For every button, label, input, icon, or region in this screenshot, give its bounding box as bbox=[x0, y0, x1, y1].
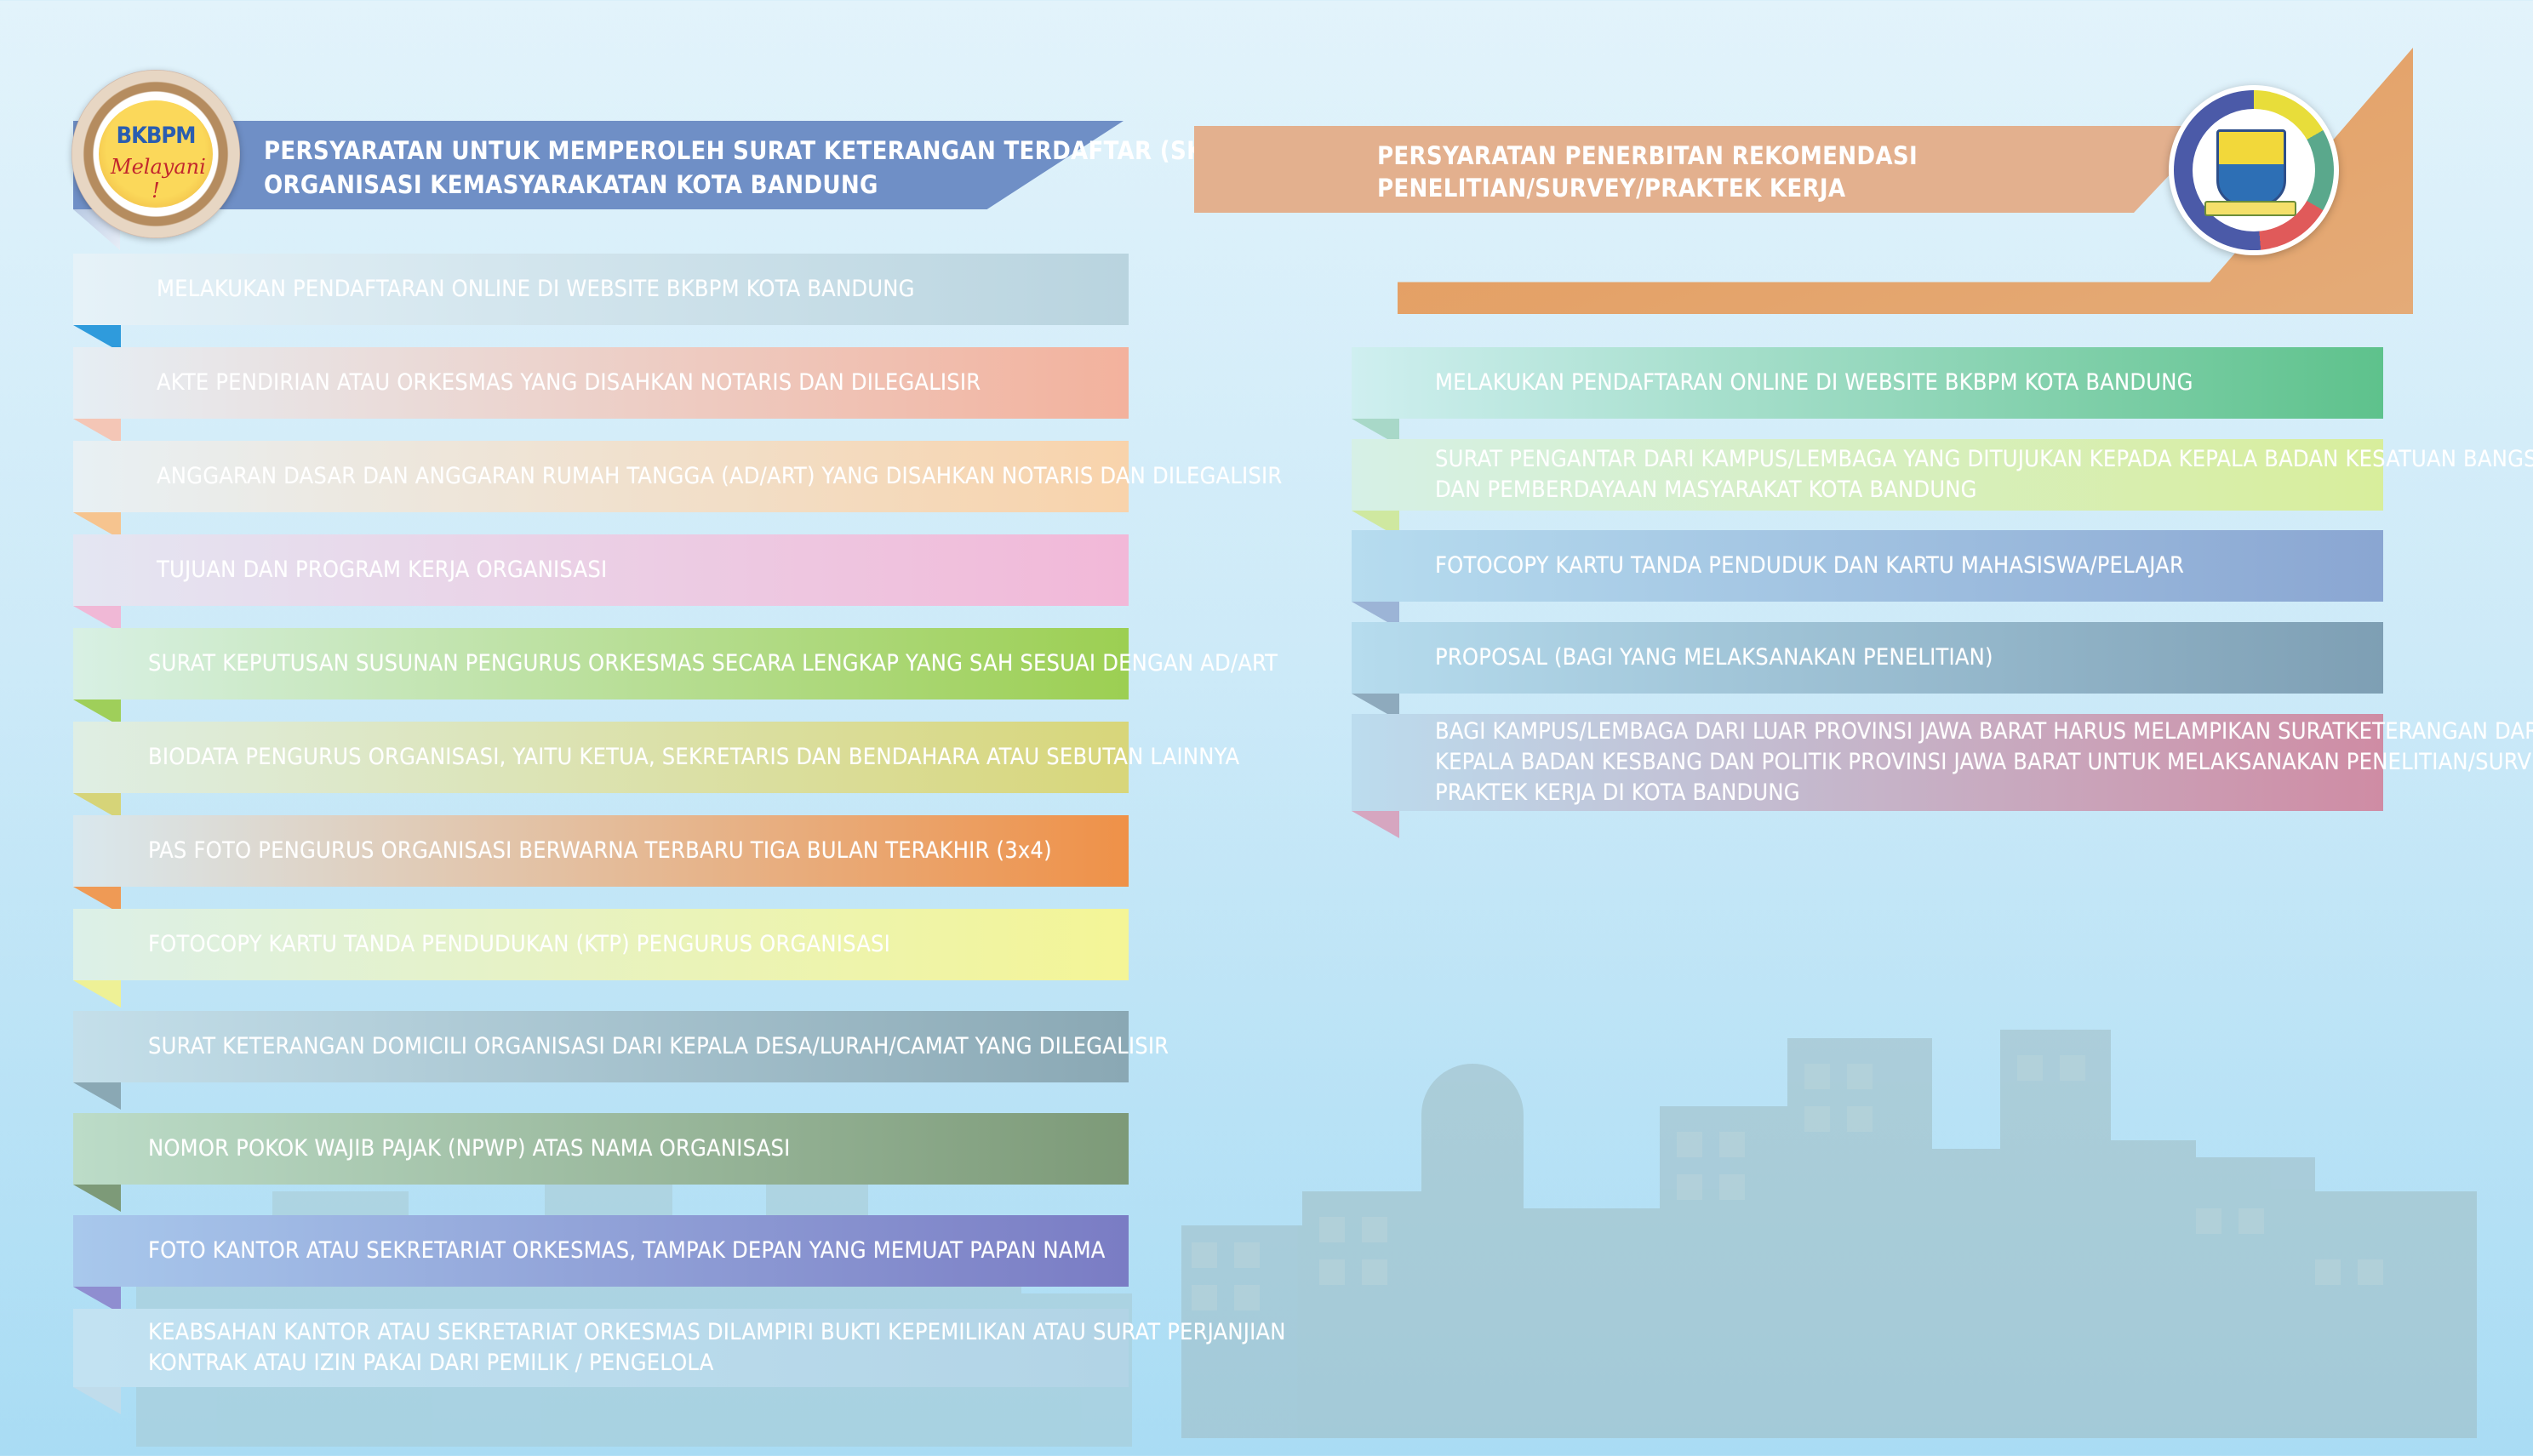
left-requirement-item-text-line: KONTRAK ATAU IZIN PAKAI DARI PEMILIK / P… bbox=[148, 1350, 714, 1376]
left-requirement-item-text: SURAT KEPUTUSAN SUSUNAN PENGURUS ORKESMA… bbox=[148, 628, 1278, 699]
left-requirement-item-text: KEABSAHAN KANTOR ATAU SEKRETARIAT ORKESM… bbox=[148, 1309, 1285, 1387]
left-requirement-item-bar bbox=[73, 1113, 1129, 1185]
left-requirement-item-text-line: TUJUAN DAN PROGRAM KERJA ORGANISASI bbox=[157, 557, 608, 583]
left-requirement-item-bar bbox=[73, 815, 1129, 887]
left-requirement-item-text-line: KEABSAHAN KANTOR ATAU SEKRETARIAT ORKESM… bbox=[148, 1319, 1286, 1345]
left-requirement-item-text: PAS FOTO PENGURUS ORGANISASI BERWARNA TE… bbox=[148, 815, 1112, 887]
left-requirement-item-text: TUJUAN DAN PROGRAM KERJA ORGANISASI bbox=[157, 534, 1112, 606]
left-requirement-item-text-line: MELAKUKAN PENDAFTARAN ONLINE DI WEBSITE … bbox=[157, 276, 915, 302]
right-requirement-item-bar bbox=[1352, 622, 2383, 694]
right-header-line-2: PENELITIAN/SURVEY/PRAKTEK KERJA bbox=[1377, 174, 1846, 203]
bkbpm-logo: BKBPM Melayani ! bbox=[71, 70, 240, 238]
right-requirement-item: PROPOSAL (BAGI YANG MELAKSANAKAN PENELIT… bbox=[1352, 622, 2383, 721]
right-requirement-item-text-line: PRAKTEK KERJA DI KOTA BANDUNG bbox=[1435, 779, 1800, 806]
right-requirement-item-text: BAGI KAMPUS/LEMBAGA DARI LUAR PROVINSI J… bbox=[1435, 714, 2533, 811]
left-requirement-item-text: ANGGARAN DASAR DAN ANGGARAN RUMAH TANGGA… bbox=[157, 441, 1282, 512]
left-requirement-item: NOMOR POKOK WAJIB PAJAK (NPWP) ATAS NAMA… bbox=[73, 1113, 1129, 1212]
left-requirement-item-bar bbox=[73, 909, 1129, 980]
left-requirement-item-text: AKTE PENDIRIAN ATAU ORKESMAS YANG DISAHK… bbox=[157, 347, 1112, 419]
left-requirement-item-text-line: PAS FOTO PENGURUS ORGANISASI BERWARNA TE… bbox=[148, 837, 1052, 864]
kota-bandung-emblem bbox=[2169, 85, 2339, 255]
left-requirement-item-text: MELAKUKAN PENDAFTARAN ONLINE DI WEBSITE … bbox=[157, 254, 1112, 325]
left-requirement-item: ANGGARAN DASAR DAN ANGGARAN RUMAH TANGGA… bbox=[73, 441, 1282, 540]
left-requirement-item-bar bbox=[73, 254, 1129, 325]
right-requirement-item-bar bbox=[1352, 714, 2383, 811]
bandung-shield-icon bbox=[2216, 129, 2286, 206]
right-requirement-item-bar bbox=[1352, 347, 2383, 419]
left-requirement-item-text-line: SURAT KEPUTUSAN SUSUNAN PENGURUS ORKESMA… bbox=[148, 650, 1278, 677]
left-requirement-item-text-line: NOMOR POKOK WAJIB PAJAK (NPWP) ATAS NAMA… bbox=[148, 1135, 791, 1162]
left-requirement-item-bar bbox=[73, 441, 1129, 512]
right-requirement-item-text-line: PROPOSAL (BAGI YANG MELAKSANAKAN PENELIT… bbox=[1435, 644, 1993, 671]
left-requirement-item-text: FOTOCOPY KARTU TANDA PENDUDUKAN (KTP) PE… bbox=[148, 909, 1112, 980]
left-requirement-item-text: BIODATA PENGURUS ORGANISASI, YAITU KETUA… bbox=[148, 722, 1239, 793]
right-requirement-item-bar bbox=[1352, 439, 2383, 511]
right-requirement-item-text: SURAT PENGANTAR DARI KAMPUS/LEMBAGA YANG… bbox=[1435, 439, 2533, 511]
logo-subtitle: Melayani ! bbox=[111, 155, 206, 203]
left-header-banner bbox=[73, 121, 1124, 209]
right-requirement-item: BAGI KAMPUS/LEMBAGA DARI LUAR PROVINSI J… bbox=[1352, 714, 2533, 838]
left-requirement-item-text-line: ANGGARAN DASAR DAN ANGGARAN RUMAH TANGGA… bbox=[157, 463, 1283, 489]
left-header-line-1: PERSYARATAN UNTUK MEMPEROLEH SURAT KETER… bbox=[264, 136, 1230, 165]
left-requirement-item-bar bbox=[73, 1309, 1129, 1387]
right-header-banner bbox=[1194, 126, 2216, 213]
right-requirement-item: FOTOCOPY KARTU TANDA PENDUDUK DAN KARTU … bbox=[1352, 530, 2383, 629]
left-requirement-item-bar bbox=[73, 1215, 1129, 1287]
right-requirement-item-text-line: FOTOCOPY KARTU TANDA PENDUDUK DAN KARTU … bbox=[1435, 552, 2185, 579]
left-requirement-item-text: SURAT KETERANGAN DOMICILI ORGANISASI DAR… bbox=[148, 1011, 1169, 1082]
left-requirement-item-text-line: BIODATA PENGURUS ORGANISASI, YAITU KETUA… bbox=[148, 744, 1240, 770]
left-requirement-item-bar bbox=[73, 534, 1129, 606]
right-requirement-item-text-line: SURAT PENGANTAR DARI KAMPUS/LEMBAGA YANG… bbox=[1435, 446, 2533, 472]
right-requirement-item-text-line: MELAKUKAN PENDAFTARAN ONLINE DI WEBSITE … bbox=[1435, 369, 2193, 396]
right-requirement-item: MELAKUKAN PENDAFTARAN ONLINE DI WEBSITE … bbox=[1352, 347, 2383, 446]
left-requirement-item: TUJUAN DAN PROGRAM KERJA ORGANISASI bbox=[73, 534, 1129, 633]
left-requirement-item: FOTOCOPY KARTU TANDA PENDUDUKAN (KTP) PE… bbox=[73, 909, 1129, 1008]
emblem-ribbon bbox=[2204, 201, 2296, 216]
left-header-line-2: ORGANISASI KEMASYARAKATAN KOTA BANDUNG bbox=[264, 170, 878, 199]
left-requirement-item: AKTE PENDIRIAN ATAU ORKESMAS YANG DISAHK… bbox=[73, 347, 1129, 446]
left-requirement-item: SURAT KETERANGAN DOMICILI ORGANISASI DAR… bbox=[73, 1011, 1169, 1110]
left-requirement-item-bar bbox=[73, 1011, 1129, 1082]
right-requirement-item: SURAT PENGANTAR DARI KAMPUS/LEMBAGA YANG… bbox=[1352, 439, 2533, 538]
right-requirement-item-text: FOTOCOPY KARTU TANDA PENDUDUK DAN KARTU … bbox=[1435, 530, 2366, 602]
left-requirement-item-bar bbox=[73, 628, 1129, 699]
left-requirement-item-text: FOTO KANTOR ATAU SEKRETARIAT ORKESMAS, T… bbox=[148, 1215, 1112, 1287]
left-requirement-item-text-line: FOTO KANTOR ATAU SEKRETARIAT ORKESMAS, T… bbox=[148, 1237, 1106, 1264]
right-requirement-item-text-line: KEPALA BADAN KESBANG DAN POLITIK PROVINS… bbox=[1435, 749, 2533, 775]
logo-title: BKBPM bbox=[116, 123, 197, 149]
left-requirement-item: BIODATA PENGURUS ORGANISASI, YAITU KETUA… bbox=[73, 722, 1239, 820]
left-requirement-item-bar bbox=[73, 722, 1129, 793]
right-requirement-item-text: MELAKUKAN PENDAFTARAN ONLINE DI WEBSITE … bbox=[1435, 347, 2366, 419]
left-requirement-item-bar bbox=[73, 347, 1129, 419]
left-requirement-item: MELAKUKAN PENDAFTARAN ONLINE DI WEBSITE … bbox=[73, 254, 1129, 352]
right-requirement-item-text: PROPOSAL (BAGI YANG MELAKSANAKAN PENELIT… bbox=[1435, 622, 2366, 694]
left-requirement-item: SURAT KEPUTUSAN SUSUNAN PENGURUS ORKESMA… bbox=[73, 628, 1278, 727]
left-requirement-item-text-line: AKTE PENDIRIAN ATAU ORKESMAS YANG DISAHK… bbox=[157, 369, 981, 396]
left-requirement-item: KEABSAHAN KANTOR ATAU SEKRETARIAT ORKESM… bbox=[73, 1309, 1285, 1414]
left-requirement-item-text-line: SURAT KETERANGAN DOMICILI ORGANISASI DAR… bbox=[148, 1033, 1169, 1059]
left-requirement-item: FOTO KANTOR ATAU SEKRETARIAT ORKESMAS, T… bbox=[73, 1215, 1129, 1314]
left-requirement-item: PAS FOTO PENGURUS ORGANISASI BERWARNA TE… bbox=[73, 815, 1129, 914]
left-requirement-item-text: NOMOR POKOK WAJIB PAJAK (NPWP) ATAS NAMA… bbox=[148, 1113, 1112, 1185]
left-requirement-item-text-line: FOTOCOPY KARTU TANDA PENDUDUKAN (KTP) PE… bbox=[148, 931, 890, 957]
right-requirement-item-bar bbox=[1352, 530, 2383, 602]
right-header-line-1: PERSYARATAN PENERBITAN REKOMENDASI bbox=[1377, 141, 1918, 170]
right-requirement-item-text-line: BAGI KAMPUS/LEMBAGA DARI LUAR PROVINSI J… bbox=[1435, 718, 2533, 745]
right-requirement-item-text-line: DAN PEMBERDAYAAN MASYARAKAT KOTA BANDUNG bbox=[1435, 477, 1977, 503]
